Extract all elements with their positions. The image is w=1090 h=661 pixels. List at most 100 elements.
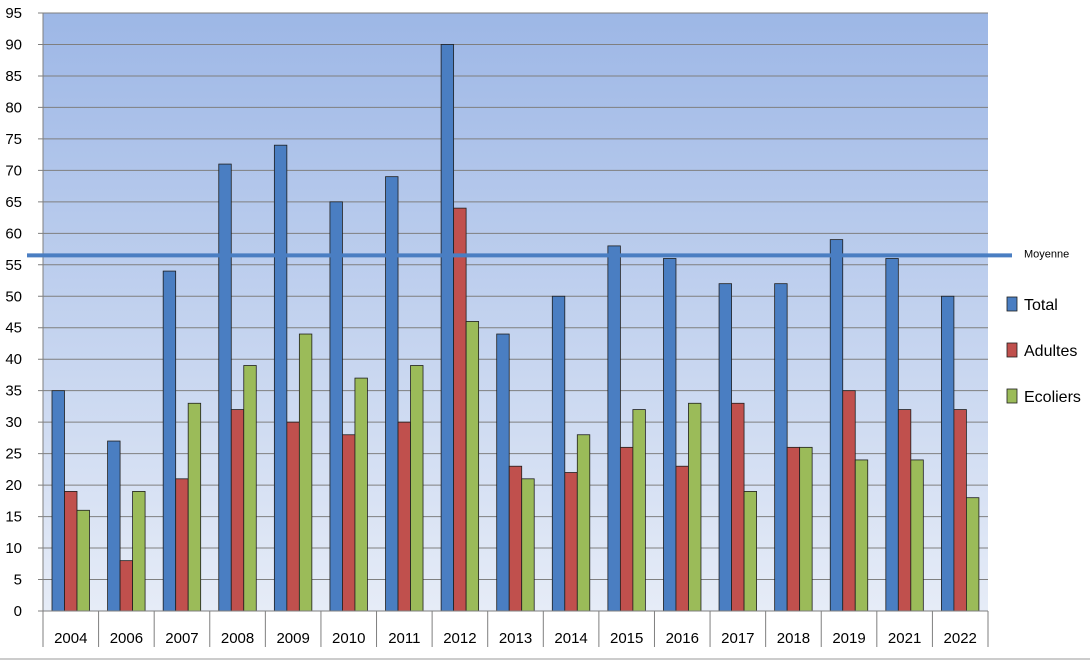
bar-total-2008	[218, 163, 232, 612]
bar-total-2006	[107, 440, 121, 612]
bar-adultes-2006	[119, 560, 133, 612]
bar-total-2007	[162, 270, 177, 612]
y-tick-label: 10	[5, 540, 22, 557]
y-tick-label: 60	[5, 225, 22, 242]
bar-total-2016	[663, 258, 677, 612]
y-tick-label: 0	[14, 603, 22, 620]
x-tick-label: 2014	[554, 630, 587, 647]
bar-total-2019	[829, 239, 844, 612]
bar-adultes-2017	[731, 402, 745, 612]
bar-ecoliers-2016	[688, 402, 702, 612]
bar-ecoliers-2004	[76, 509, 90, 612]
bar-adultes-2008	[230, 409, 245, 612]
x-tick-label: 2019	[832, 630, 865, 647]
legend-swatch-total	[1006, 296, 1018, 312]
legend-label-total: Total	[1024, 297, 1058, 314]
bar-total-2011	[385, 176, 399, 612]
x-tick-label: 2007	[165, 630, 198, 647]
bar-ecoliers-2014	[576, 434, 591, 612]
bar-ecoliers-2010	[354, 377, 368, 612]
x-tick-label: 2022	[944, 630, 977, 647]
x-tick-label: 2006	[110, 630, 143, 647]
x-tick-label: 2008	[221, 630, 254, 647]
bar-adultes-2007	[175, 478, 189, 612]
legend-label-adultes: Adultes	[1024, 343, 1077, 360]
bar-ecoliers-2008	[243, 365, 257, 612]
bar-total-2022	[941, 295, 955, 612]
bar-adultes-2004	[64, 490, 78, 612]
bar-total-2017	[718, 283, 732, 612]
bar-total-2015	[607, 245, 621, 612]
bar-adultes-2022	[953, 409, 967, 612]
bar-adultes-2021	[897, 409, 912, 612]
bar-adultes-2013	[508, 465, 523, 612]
legend: Total Adultes Ecoliers	[1006, 296, 1081, 406]
x-tick-label: 2010	[332, 630, 365, 647]
bar-adultes-2010	[342, 434, 356, 612]
bar-ecoliers-2015	[632, 409, 646, 612]
y-tick-label: 20	[5, 477, 22, 494]
bar-total-2021	[885, 258, 899, 612]
legend-swatch-ecoliers	[1006, 388, 1018, 404]
legend-swatch-adultes	[1006, 342, 1018, 358]
x-tick-label: 2021	[888, 630, 921, 647]
bar-ecoliers-2019	[854, 459, 869, 612]
legend-label-ecoliers: Ecoliers	[1024, 389, 1081, 406]
x-tick-label: 2012	[443, 630, 476, 647]
bar-total-2004	[51, 390, 65, 612]
bar-ecoliers-2017	[743, 490, 757, 612]
bar-adultes-2009	[286, 421, 300, 612]
x-tick-label: 2013	[499, 630, 532, 647]
bar-total-2012	[440, 44, 455, 612]
y-tick-label: 50	[5, 288, 22, 305]
y-tick-label: 15	[5, 509, 22, 526]
y-tick-label: 95	[5, 5, 22, 22]
bar-ecoliers-2011	[410, 365, 424, 612]
y-tick-label: 30	[5, 414, 22, 431]
bar-ecoliers-2006	[132, 490, 146, 612]
bar-total-2013	[496, 333, 510, 612]
bar-ecoliers-2009	[298, 333, 313, 612]
bar-adultes-2019	[842, 390, 856, 612]
y-tick-label: 25	[5, 446, 22, 463]
bar-ecoliers-2021	[910, 459, 924, 612]
bar-total-2010	[329, 201, 343, 612]
bar-adultes-2018	[786, 446, 801, 612]
y-tick-label: 65	[5, 194, 22, 211]
y-tick-label: 45	[5, 320, 22, 337]
y-tick-label: 40	[5, 351, 22, 368]
bar-adultes-2012	[453, 207, 467, 612]
y-tick-label: 90	[5, 36, 22, 53]
y-tick-label: 35	[5, 383, 22, 400]
bar-total-2014	[551, 295, 566, 612]
x-tick-label: 2018	[777, 630, 810, 647]
bar-adultes-2016	[675, 465, 689, 612]
x-tick-label: 2004	[54, 630, 87, 647]
x-tick-label: 2016	[666, 630, 699, 647]
y-tick-label: 85	[5, 68, 22, 85]
bar-ecoliers-2018	[799, 446, 813, 612]
bar-total-2018	[774, 283, 788, 612]
bar-adultes-2015	[619, 446, 634, 612]
average-line-group: Moyenne	[27, 248, 1069, 260]
bar-total-2009	[273, 144, 288, 612]
bar-adultes-2014	[564, 472, 578, 612]
bar-ecoliers-2007	[187, 402, 202, 612]
x-axis: 2004 2006 2007 2008 2009 2010 2011 2012 2013 2014…	[0, 610, 1090, 660]
x-tick-label: 2009	[276, 630, 309, 647]
bar-ecoliers-2012	[465, 321, 480, 612]
x-tick-label: 2017	[721, 630, 754, 647]
y-tick-label: 80	[5, 99, 22, 116]
y-axis-ticks: 0 5 10 15 20 25 30 35 40 45 50 55 60 65 70 75 80 85 90 95	[5, 5, 22, 620]
y-tick-label: 5	[14, 572, 22, 589]
average-line-label: Moyenne	[1024, 248, 1069, 260]
bar-ecoliers-2013	[521, 478, 535, 612]
y-tick-label: 70	[5, 162, 22, 179]
x-tick-label: 2011	[388, 630, 420, 647]
bar-ecoliers-2022	[966, 497, 980, 612]
y-tick-label: 75	[5, 131, 22, 148]
x-tick-label: 2015	[610, 630, 643, 647]
bar-adultes-2011	[397, 421, 411, 612]
y-tick-label: 55	[5, 257, 22, 274]
